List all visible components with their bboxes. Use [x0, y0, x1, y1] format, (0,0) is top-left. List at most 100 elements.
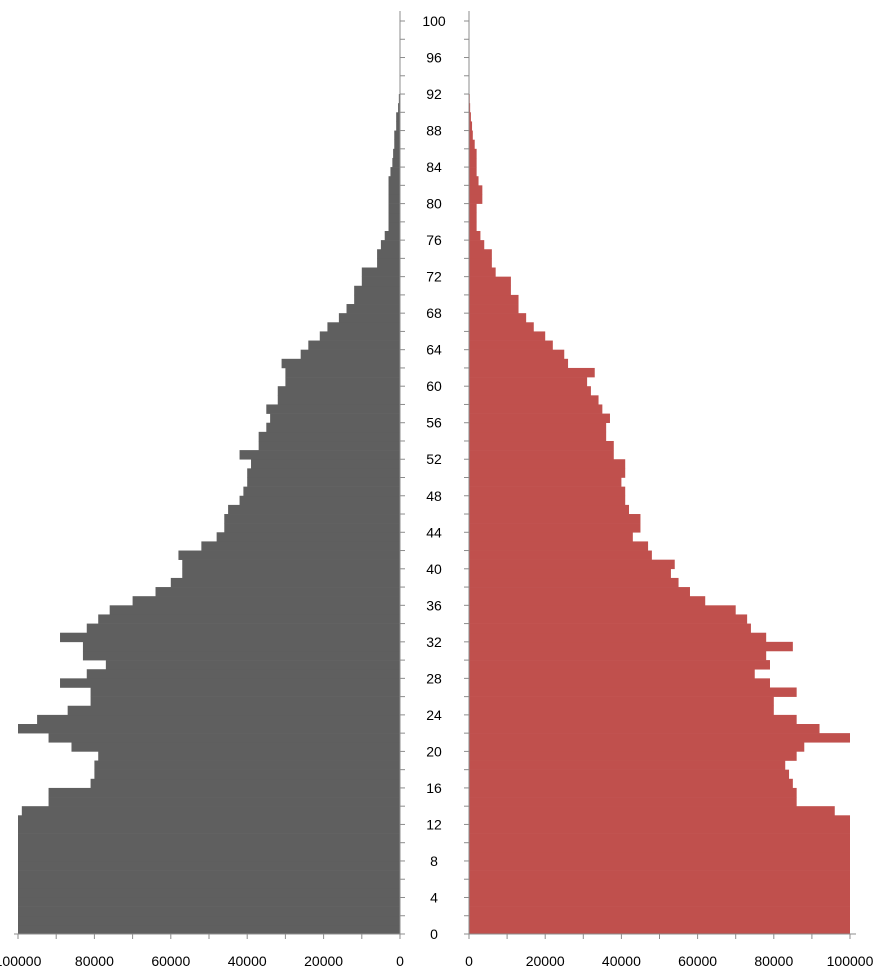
left-bar — [18, 897, 400, 907]
left-bar — [266, 404, 400, 414]
right-bar — [469, 148, 477, 159]
right-bar — [469, 459, 626, 469]
left-bar — [48, 787, 401, 798]
left-bar — [388, 212, 400, 223]
left-bar — [90, 696, 400, 707]
left-bar — [277, 395, 400, 405]
left-bar — [327, 322, 400, 332]
left-bar — [182, 568, 400, 579]
left-bar — [18, 870, 400, 880]
left-bar — [388, 203, 400, 214]
left-bar — [201, 541, 400, 551]
left-bar — [346, 304, 400, 314]
right-bar — [469, 550, 652, 560]
left-bar — [98, 614, 400, 624]
right-bar — [469, 906, 850, 917]
right-bar — [469, 897, 850, 907]
axes — [14, 11, 856, 939]
y-tick-label: 72 — [426, 269, 442, 285]
right-x-tick-label: 0 — [465, 953, 473, 969]
left-bar — [18, 879, 400, 889]
right-bar — [469, 888, 850, 898]
right-bar — [469, 623, 751, 634]
left-bar — [258, 431, 400, 442]
left-bar — [394, 130, 400, 140]
y-tick-label: 60 — [426, 378, 442, 394]
y-tick-label: 84 — [426, 159, 442, 175]
left-bar — [394, 139, 400, 150]
left-bar — [48, 733, 401, 743]
right-x-tick-label: 80000 — [754, 953, 793, 969]
right-bar — [469, 322, 534, 332]
y-tick-label: 12 — [426, 816, 442, 832]
left-bar — [18, 842, 400, 853]
right-bar — [469, 760, 786, 770]
right-bar — [469, 705, 774, 716]
left-bar — [18, 906, 400, 917]
right-bar — [469, 833, 850, 843]
right-series-bars — [469, 94, 850, 935]
left-bar — [388, 185, 400, 195]
right-bar — [469, 130, 473, 140]
right-x-tick-label: 100000 — [827, 953, 874, 969]
right-bar — [469, 258, 492, 268]
left-bar — [67, 705, 400, 716]
y-tick-label: 32 — [426, 634, 442, 650]
left-bar — [71, 742, 400, 752]
left-bar — [388, 194, 400, 204]
y-tick-label: 56 — [426, 415, 442, 431]
left-bar — [216, 532, 400, 542]
right-bar — [469, 851, 850, 862]
right-bar — [469, 112, 471, 122]
y-tick-label: 64 — [426, 342, 442, 358]
left-bar — [37, 714, 400, 725]
right-bar — [469, 294, 519, 305]
right-bar — [469, 431, 607, 442]
right-bar — [469, 477, 622, 487]
left-series-bars — [18, 94, 401, 935]
left-bar — [396, 121, 400, 131]
left-bar — [18, 915, 400, 926]
right-bar — [469, 167, 477, 177]
right-bar — [469, 879, 850, 889]
right-bar — [469, 514, 641, 524]
left-bar — [258, 440, 400, 451]
right-bar — [469, 577, 679, 588]
left-bar — [178, 550, 400, 560]
right-bar — [469, 769, 790, 780]
left-x-tick-label: 80000 — [75, 953, 114, 969]
right-bar — [469, 212, 477, 223]
right-bar — [469, 504, 630, 515]
left-bar — [18, 851, 400, 862]
right-bar — [469, 230, 481, 241]
right-bar — [469, 824, 850, 834]
left-bar — [182, 559, 400, 570]
right-bar — [469, 349, 565, 360]
right-bar — [469, 778, 793, 789]
left-bar — [266, 422, 400, 433]
right-bar — [469, 440, 614, 451]
right-bar — [469, 523, 641, 533]
left-bar — [243, 486, 400, 497]
right-x-tick-label: 40000 — [602, 953, 641, 969]
right-bar — [469, 194, 483, 204]
right-bar — [469, 541, 649, 551]
y-tick-label: 96 — [426, 50, 442, 66]
right-x-tick-label: 20000 — [526, 953, 565, 969]
right-bar — [469, 669, 755, 679]
right-bar — [469, 614, 748, 624]
left-bar — [224, 523, 400, 533]
right-bar — [469, 221, 477, 232]
right-bar — [469, 559, 675, 570]
right-bar — [469, 787, 797, 798]
right-bar — [469, 687, 797, 697]
left-bar — [18, 888, 400, 898]
left-bar — [90, 778, 400, 789]
y-tick-label: 20 — [426, 743, 442, 759]
left-bar — [396, 112, 400, 122]
right-bar — [469, 915, 850, 926]
left-bar — [285, 377, 400, 387]
y-tick-label: 76 — [426, 232, 442, 248]
right-bar — [469, 724, 820, 734]
left-bar — [270, 413, 400, 424]
